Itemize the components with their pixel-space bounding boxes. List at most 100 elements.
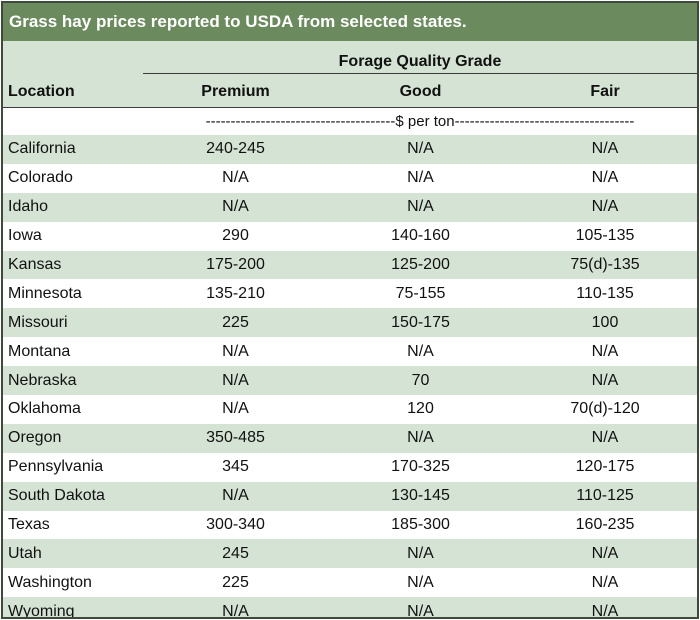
location-cell: Idaho bbox=[3, 192, 143, 222]
table-row: Washington 225 N/A N/A bbox=[3, 568, 697, 598]
good-header: Good bbox=[328, 73, 513, 108]
fair-cell: N/A bbox=[513, 337, 697, 367]
fair-cell: 105-135 bbox=[513, 221, 697, 251]
location-cell: South Dakota bbox=[3, 481, 143, 511]
table-row: Idaho N/A N/A N/A bbox=[3, 192, 697, 222]
table-body: California 240-245 N/A N/A Colorado N/A N/A N/A… bbox=[3, 135, 697, 617]
premium-cell: N/A bbox=[143, 337, 328, 367]
location-cell: California bbox=[3, 135, 143, 164]
table-row: Minnesota 135-210 75-155 110-135 bbox=[3, 279, 697, 309]
fair-cell: N/A bbox=[513, 568, 697, 598]
location-cell: Oregon bbox=[3, 423, 143, 453]
good-cell: 130-145 bbox=[328, 481, 513, 511]
table-row: Missouri 225 150-175 100 bbox=[3, 308, 697, 338]
premium-cell: 225 bbox=[143, 308, 328, 338]
good-cell: N/A bbox=[328, 192, 513, 222]
good-cell: N/A bbox=[328, 423, 513, 453]
units-label: --------------------------------------$ … bbox=[143, 107, 697, 135]
fair-cell: 110-125 bbox=[513, 481, 697, 511]
good-cell: 140-160 bbox=[328, 221, 513, 251]
forage-quality-grade-header: Forage Quality Grade bbox=[143, 41, 697, 74]
premium-cell: N/A bbox=[143, 395, 328, 424]
table-row: Utah 245 N/A N/A bbox=[3, 539, 697, 569]
location-cell: Colorado bbox=[3, 163, 143, 193]
table-title: Grass hay prices reported to USDA from s… bbox=[3, 3, 697, 41]
premium-cell: 240-245 bbox=[143, 135, 328, 164]
good-cell: 120 bbox=[328, 395, 513, 424]
premium-cell: 345 bbox=[143, 452, 328, 482]
fair-cell: N/A bbox=[513, 163, 697, 193]
fair-cell: 160-235 bbox=[513, 510, 697, 540]
good-cell: N/A bbox=[328, 539, 513, 569]
good-cell: 150-175 bbox=[328, 308, 513, 338]
table-row: Texas 300-340 185-300 160-235 bbox=[3, 510, 697, 540]
location-cell: Texas bbox=[3, 510, 143, 540]
fair-cell: N/A bbox=[513, 366, 697, 396]
fair-cell: 70(d)-120 bbox=[513, 395, 697, 424]
good-cell: 70 bbox=[328, 366, 513, 396]
fair-cell: N/A bbox=[513, 539, 697, 569]
good-cell: N/A bbox=[328, 337, 513, 367]
premium-header: Premium bbox=[143, 73, 328, 108]
table-row: Oklahoma N/A 120 70(d)-120 bbox=[3, 395, 697, 424]
premium-cell: 245 bbox=[143, 539, 328, 569]
table-row: Nebraska N/A 70 N/A bbox=[3, 366, 697, 396]
table-row: Kansas 175-200 125-200 75(d)-135 bbox=[3, 250, 697, 280]
header-spacer bbox=[3, 41, 143, 73]
location-cell: Wyoming bbox=[3, 597, 143, 617]
fair-cell: N/A bbox=[513, 597, 697, 617]
table-row: California 240-245 N/A N/A bbox=[3, 135, 697, 164]
fair-header: Fair bbox=[513, 73, 697, 108]
location-cell: Missouri bbox=[3, 308, 143, 338]
premium-cell: N/A bbox=[143, 366, 328, 396]
location-cell: Pennsylvania bbox=[3, 452, 143, 482]
premium-cell: 300-340 bbox=[143, 510, 328, 540]
fair-cell: 100 bbox=[513, 308, 697, 338]
premium-cell: 290 bbox=[143, 221, 328, 251]
location-cell: Oklahoma bbox=[3, 395, 143, 424]
good-cell: 185-300 bbox=[328, 510, 513, 540]
premium-cell: N/A bbox=[143, 481, 328, 511]
good-cell: N/A bbox=[328, 163, 513, 193]
good-cell: N/A bbox=[328, 135, 513, 164]
fair-cell: 75(d)-135 bbox=[513, 250, 697, 280]
units-row: --------------------------------------$ … bbox=[3, 107, 697, 135]
hay-price-table: Forage Quality Grade Location Premium Go… bbox=[3, 41, 697, 617]
table-row: Colorado N/A N/A N/A bbox=[3, 163, 697, 193]
fair-cell: N/A bbox=[513, 135, 697, 164]
premium-cell: N/A bbox=[143, 192, 328, 222]
table-row: Pennsylvania 345 170-325 120-175 bbox=[3, 452, 697, 482]
table-row: Oregon 350-485 N/A N/A bbox=[3, 423, 697, 453]
fair-cell: N/A bbox=[513, 192, 697, 222]
table-row: Wyoming N/A N/A N/A bbox=[3, 597, 697, 617]
fair-cell: 120-175 bbox=[513, 452, 697, 482]
premium-cell: 175-200 bbox=[143, 250, 328, 280]
good-cell: 75-155 bbox=[328, 279, 513, 309]
location-cell: Minnesota bbox=[3, 279, 143, 309]
table-row: Iowa 290 140-160 105-135 bbox=[3, 221, 697, 251]
location-cell: Washington bbox=[3, 568, 143, 598]
table-row: South Dakota N/A 130-145 110-125 bbox=[3, 481, 697, 511]
premium-cell: 135-210 bbox=[143, 279, 328, 309]
location-cell: Utah bbox=[3, 539, 143, 569]
location-header: Location bbox=[3, 73, 143, 108]
premium-cell: N/A bbox=[143, 597, 328, 617]
premium-cell: N/A bbox=[143, 163, 328, 193]
units-spacer bbox=[3, 107, 143, 135]
premium-cell: 350-485 bbox=[143, 423, 328, 453]
fair-cell: 110-135 bbox=[513, 279, 697, 309]
good-cell: 170-325 bbox=[328, 452, 513, 482]
location-cell: Nebraska bbox=[3, 366, 143, 396]
good-cell: N/A bbox=[328, 568, 513, 598]
table-row: Montana N/A N/A N/A bbox=[3, 337, 697, 367]
good-cell: N/A bbox=[328, 597, 513, 617]
premium-cell: 225 bbox=[143, 568, 328, 598]
header-columns-row: Location Premium Good Fair bbox=[3, 73, 697, 108]
location-cell: Iowa bbox=[3, 221, 143, 251]
header-group-row: Forage Quality Grade bbox=[3, 41, 697, 74]
location-cell: Montana bbox=[3, 337, 143, 367]
location-cell: Kansas bbox=[3, 250, 143, 280]
good-cell: 125-200 bbox=[328, 250, 513, 280]
fair-cell: N/A bbox=[513, 423, 697, 453]
